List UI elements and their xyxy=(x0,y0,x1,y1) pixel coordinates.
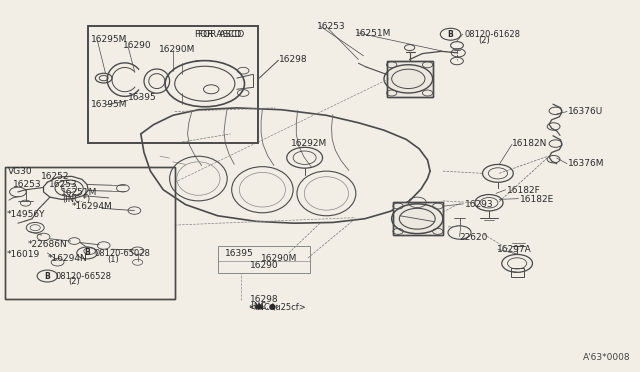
Text: B: B xyxy=(448,30,453,39)
Bar xyxy=(387,61,433,97)
Text: *16019: *16019 xyxy=(6,250,40,259)
Text: *16294N: *16294N xyxy=(47,254,87,263)
Text: 16182N: 16182N xyxy=(512,139,547,148)
Text: 16297A: 16297A xyxy=(497,246,531,254)
Text: 16295M: 16295M xyxy=(91,35,127,44)
Text: 16290: 16290 xyxy=(250,262,278,270)
Text: 16251M: 16251M xyxy=(355,29,391,38)
Text: (1): (1) xyxy=(108,255,119,264)
Text: B: B xyxy=(45,272,50,280)
Bar xyxy=(88,26,258,143)
Text: FOR ASCD: FOR ASCD xyxy=(195,30,241,39)
Text: 16253: 16253 xyxy=(49,180,77,189)
Bar xyxy=(218,246,310,273)
Text: 16293: 16293 xyxy=(465,200,493,209)
Text: 16292M: 16292M xyxy=(291,139,327,148)
Text: 16182F: 16182F xyxy=(507,186,541,195)
Text: 16376U: 16376U xyxy=(568,107,604,116)
Text: *14956Y: *14956Y xyxy=(6,210,45,219)
Text: (INC.*): (INC.*) xyxy=(63,195,91,204)
Text: 16395M: 16395M xyxy=(91,100,127,109)
Text: 16298: 16298 xyxy=(279,55,308,64)
Text: 16253: 16253 xyxy=(317,22,346,31)
Bar xyxy=(511,268,524,277)
Text: 16298: 16298 xyxy=(250,295,278,304)
Text: (2): (2) xyxy=(479,36,490,45)
Text: 16395: 16395 xyxy=(225,249,254,258)
Text: 16290: 16290 xyxy=(123,41,152,50)
Text: A'63*0008: A'63*0008 xyxy=(583,353,630,362)
Bar xyxy=(393,202,443,235)
Text: 16251M: 16251M xyxy=(61,188,98,197)
Text: 16252: 16252 xyxy=(41,172,70,181)
Bar xyxy=(5,167,175,299)
Text: 16376M: 16376M xyxy=(568,159,605,168)
Bar xyxy=(393,202,443,235)
Text: B: B xyxy=(84,248,90,257)
Text: 16395: 16395 xyxy=(128,93,157,102)
Text: <INC.\u25cf>: <INC.\u25cf> xyxy=(248,302,306,311)
Text: 22620: 22620 xyxy=(460,233,488,242)
Bar xyxy=(387,61,433,97)
Text: 08120-61628: 08120-61628 xyxy=(465,31,521,39)
Circle shape xyxy=(255,305,263,309)
Text: (2): (2) xyxy=(68,278,79,286)
Text: 16290M: 16290M xyxy=(159,45,195,54)
Text: *16294M: *16294M xyxy=(72,202,113,211)
Text: *22686N: *22686N xyxy=(28,240,68,249)
Text: 08120-65028: 08120-65028 xyxy=(95,249,150,258)
Bar xyxy=(88,26,258,143)
Text: ‹INC.●›: ‹INC.●› xyxy=(248,302,280,311)
Text: 08120-66528: 08120-66528 xyxy=(55,272,111,280)
Text: 16182E: 16182E xyxy=(520,195,554,204)
Text: FOR ASCD: FOR ASCD xyxy=(198,30,244,39)
Text: VG30: VG30 xyxy=(8,167,32,176)
Bar xyxy=(5,167,175,299)
Text: 16290M: 16290M xyxy=(261,254,298,263)
Text: 16253: 16253 xyxy=(13,180,42,189)
